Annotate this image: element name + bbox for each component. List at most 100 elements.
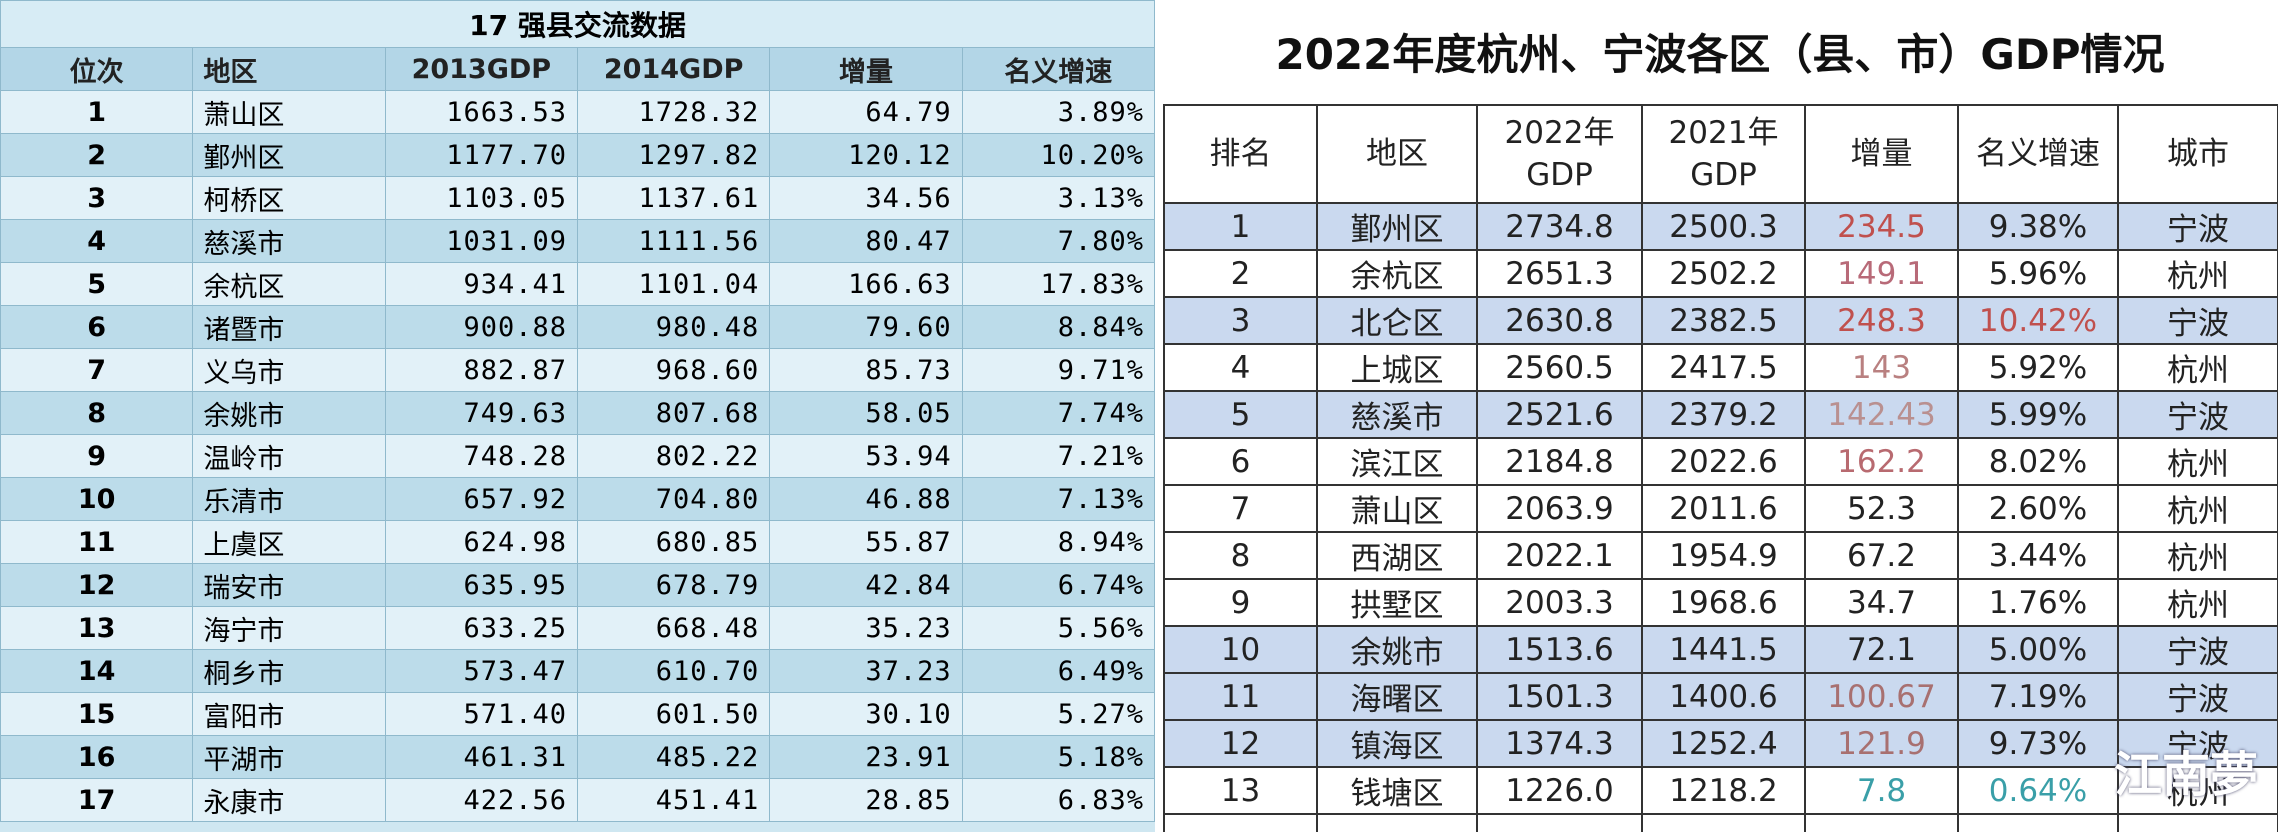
cell: 北仑区 bbox=[1316, 296, 1478, 345]
cell: 柯桥区 bbox=[192, 176, 386, 220]
cell: 635.95 bbox=[384, 563, 578, 607]
cell: 149.1 bbox=[1804, 249, 1959, 298]
header-line: 2021年 bbox=[1668, 115, 1779, 151]
cell: 9.71% bbox=[961, 348, 1156, 392]
header-line: GDP bbox=[1526, 157, 1593, 193]
cell bbox=[1476, 813, 1643, 832]
cell: 1441.5 bbox=[1641, 625, 1806, 674]
table-row: 6 滨江区 2184.8 2022.6 162.2 8.02% 杭州 bbox=[1163, 437, 2278, 486]
cell: 4 bbox=[1163, 343, 1318, 392]
cell: 1513.6 bbox=[1476, 625, 1643, 674]
table-row: 12 瑞安市 635.95 678.79 42.84 6.74% bbox=[0, 563, 1156, 607]
cell: 143 bbox=[1804, 343, 1959, 392]
cell: 8 bbox=[0, 391, 194, 435]
table-row: 14 桐乡市 573.47 610.70 37.23 6.49% bbox=[0, 649, 1156, 693]
cell: 西湖区 bbox=[1316, 531, 1478, 580]
cell: 5.18% bbox=[961, 735, 1156, 779]
cell: 2003.3 bbox=[1476, 578, 1643, 627]
cell: 485.22 bbox=[576, 735, 771, 779]
cell: 富阳市 bbox=[192, 692, 386, 736]
cell: 海曙区 bbox=[1316, 672, 1478, 721]
cell: 余姚市 bbox=[192, 391, 386, 435]
cell: 1400.6 bbox=[1641, 672, 1806, 721]
cell: 85.73 bbox=[769, 348, 963, 392]
cell: 永康市 bbox=[192, 778, 386, 822]
cell: 9.38% bbox=[1957, 202, 2119, 251]
table-row: 12 镇海区 1374.3 1252.4 121.9 9.73% 宁波 bbox=[1163, 719, 2278, 768]
cell: 80.47 bbox=[769, 219, 963, 263]
cell: 7 bbox=[1163, 484, 1318, 533]
cell: 678.79 bbox=[576, 563, 771, 607]
table-row: 4 上城区 2560.5 2417.5 143 5.92% 杭州 bbox=[1163, 343, 2278, 392]
cell: 1031.09 bbox=[384, 219, 578, 263]
table-row: 10 乐清市 657.92 704.80 46.88 7.13% bbox=[0, 477, 1156, 521]
cell: 6 bbox=[0, 305, 194, 349]
cell: 2184.8 bbox=[1476, 437, 1643, 486]
cell: 2022.6 bbox=[1641, 437, 1806, 486]
cell: 633.25 bbox=[384, 606, 578, 650]
cell: 2022.1 bbox=[1476, 531, 1643, 580]
cell: 52.3 bbox=[1804, 484, 1959, 533]
cell: 3 bbox=[0, 176, 194, 220]
cell: 萧山区 bbox=[1316, 484, 1478, 533]
cell: 72.1 bbox=[1804, 625, 1959, 674]
right-panel: 2022年度杭州、宁波各区（县、市）GDP情况 排名 地区 2022年 GDP 2021… bbox=[1162, 0, 2278, 832]
table-row: 2 余杭区 2651.3 2502.2 149.1 5.96% 杭州 bbox=[1163, 249, 2278, 298]
cell: 1226.0 bbox=[1476, 766, 1643, 815]
cell bbox=[1804, 813, 1959, 832]
cell: 37.23 bbox=[769, 649, 963, 693]
cell: 拱墅区 bbox=[1316, 578, 1478, 627]
cell: 807.68 bbox=[576, 391, 771, 435]
cell: 11 bbox=[0, 520, 194, 564]
cell: 610.70 bbox=[576, 649, 771, 693]
cell: 2011.6 bbox=[1641, 484, 1806, 533]
cell: 2379.2 bbox=[1641, 390, 1806, 439]
cell: 5.00% bbox=[1957, 625, 2119, 674]
cell: 968.60 bbox=[576, 348, 771, 392]
cell: 2063.9 bbox=[1476, 484, 1643, 533]
cell: 451.41 bbox=[576, 778, 771, 822]
cell: 748.28 bbox=[384, 434, 578, 478]
cell: 8.02% bbox=[1957, 437, 2119, 486]
cell: 55.87 bbox=[769, 520, 963, 564]
cell: 宁波 bbox=[2117, 672, 2278, 721]
table-row: 7 义乌市 882.87 968.60 85.73 9.71% bbox=[0, 348, 1156, 392]
cell: 749.63 bbox=[384, 391, 578, 435]
cell: 慈溪市 bbox=[1316, 390, 1478, 439]
cell: 5.27% bbox=[961, 692, 1156, 736]
cell: 934.41 bbox=[384, 262, 578, 306]
cell bbox=[1641, 813, 1806, 832]
cell: 萧山区 bbox=[192, 90, 386, 134]
left-table: 17 强县交流数据 位次 地区 2013GDP 2014GDP 增量 名义增速 1 萧山区 166… bbox=[0, 0, 1156, 822]
cell: 0.64% bbox=[1957, 766, 2119, 815]
cell: 1103.05 bbox=[384, 176, 578, 220]
table-row: 15 富阳市 571.40 601.50 30.10 5.27% bbox=[0, 692, 1156, 736]
table-row: 9 温岭市 748.28 802.22 53.94 7.21% bbox=[0, 434, 1156, 478]
cell: 鄞州区 bbox=[1316, 202, 1478, 251]
cell: 1968.6 bbox=[1641, 578, 1806, 627]
cell: 9 bbox=[0, 434, 194, 478]
cell: 4 bbox=[0, 219, 194, 263]
cell: 杭州 bbox=[2117, 531, 2278, 580]
cell: 2560.5 bbox=[1476, 343, 1643, 392]
cell: 2502.2 bbox=[1641, 249, 1806, 298]
cell: 杭州 bbox=[2117, 343, 2278, 392]
cell: 34.7 bbox=[1804, 578, 1959, 627]
cell: 120.12 bbox=[769, 133, 963, 177]
cell: 7.74% bbox=[961, 391, 1156, 435]
cell: 624.98 bbox=[384, 520, 578, 564]
cell: 461.31 bbox=[384, 735, 578, 779]
cell: 余杭区 bbox=[192, 262, 386, 306]
cell: 30.10 bbox=[769, 692, 963, 736]
cell: 12 bbox=[1163, 719, 1318, 768]
cell: 9.73% bbox=[1957, 719, 2119, 768]
cell: 7.21% bbox=[961, 434, 1156, 478]
table-row: 13 钱塘区 1226.0 1218.2 7.8 0.64% 杭州 bbox=[1163, 766, 2278, 815]
cell: 3.89% bbox=[961, 90, 1156, 134]
cell: 802.22 bbox=[576, 434, 771, 478]
cell: 7.19% bbox=[1957, 672, 2119, 721]
cell: 248.3 bbox=[1804, 296, 1959, 345]
cell: 13 bbox=[1163, 766, 1318, 815]
cell: 11 bbox=[1163, 672, 1318, 721]
